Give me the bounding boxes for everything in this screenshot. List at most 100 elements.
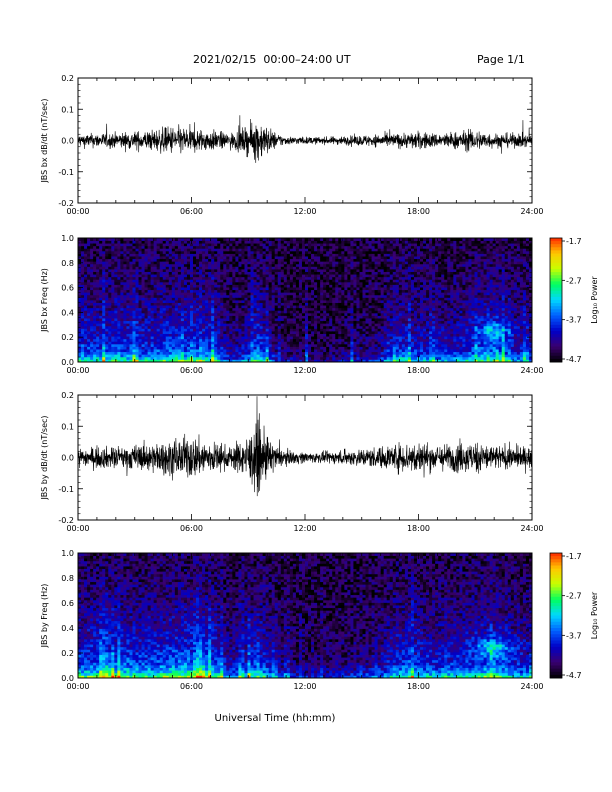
spectrogram-cell	[150, 338, 155, 342]
spectrogram-cell	[280, 333, 285, 337]
spectrogram-cell	[377, 297, 382, 301]
spectrogram-cell	[168, 250, 173, 254]
spectrogram-cell	[135, 256, 139, 260]
spectrogram-cell	[295, 240, 300, 244]
spectrogram-cell	[226, 289, 230, 293]
spectrogram-cell	[159, 250, 164, 254]
spectrogram-cell	[265, 258, 270, 262]
spectrogram-cell	[277, 250, 282, 254]
spectrogram-cell	[256, 343, 260, 347]
spectrogram-cell	[274, 338, 279, 342]
spectrogram-cell	[223, 281, 227, 285]
spectrogram-cell	[383, 328, 388, 332]
spectrogram-cell	[108, 261, 112, 265]
spectrogram-cell	[93, 271, 97, 275]
spectrogram-cell	[308, 274, 312, 278]
spectrogram-cell	[320, 333, 324, 337]
spectrogram-cell	[162, 266, 167, 270]
spectrogram-cell	[214, 310, 218, 314]
spectrogram-cell	[235, 307, 239, 311]
spectrogram-cell	[168, 240, 173, 244]
spectrogram-cell	[102, 253, 106, 257]
spectrogram-cell	[283, 266, 288, 270]
spectrogram-cell	[308, 318, 312, 322]
spectrogram-cell	[344, 269, 348, 272]
spectrogram-cell	[320, 261, 324, 265]
spectrogram-cell	[159, 238, 164, 241]
spectrogram-cell	[235, 351, 239, 355]
spectrogram-cell	[350, 333, 354, 337]
spectrogram-cell	[241, 240, 245, 244]
spectrogram-cell	[214, 343, 218, 347]
spectrogram-cell	[359, 310, 363, 314]
spectrogram-cell	[250, 238, 254, 241]
spectrogram-cell	[359, 305, 363, 309]
spectrogram-cell	[329, 356, 333, 360]
spectrogram-cell	[180, 343, 185, 347]
spectrogram-cell	[329, 281, 333, 285]
spectrogram-cell	[202, 276, 206, 280]
spectrogram-cell	[202, 307, 206, 311]
spectrogram-cell	[271, 240, 276, 244]
spectrogram-cell	[295, 256, 300, 260]
spectrogram-cell	[359, 248, 363, 252]
spectrogram-cell	[102, 310, 106, 314]
spectrogram-cell	[183, 279, 188, 283]
spectrogram-cell	[177, 258, 182, 262]
spectrogram-cell	[326, 346, 330, 350]
spectrogram-cell	[199, 325, 203, 329]
spectrogram-cell	[78, 284, 82, 288]
spectrogram-cell	[105, 318, 109, 322]
spectrogram-cell	[156, 294, 161, 298]
spectrogram-cell	[280, 256, 285, 260]
spectrogram-cell	[102, 356, 106, 360]
spectrogram-cell	[108, 315, 112, 319]
spectrogram-cell	[289, 320, 294, 324]
spectrogram-cell	[147, 269, 152, 272]
spectrogram-cell	[162, 302, 167, 306]
spectrogram-cell	[93, 341, 97, 345]
spectrogram-cell	[308, 354, 312, 358]
spectrogram-cell	[147, 354, 152, 358]
spectrogram-cell	[211, 354, 215, 358]
spectrogram-cell	[153, 274, 158, 278]
spectrogram-cell	[289, 341, 294, 345]
spectrogram-cell	[380, 297, 385, 301]
spectrogram-cell	[220, 341, 224, 345]
spectrogram-cell	[211, 263, 215, 267]
spectrogram-cell	[120, 240, 124, 244]
spectrogram-cell	[244, 323, 248, 327]
spectrogram-cell	[232, 250, 236, 254]
spectrogram-cell	[244, 274, 248, 278]
spectrogram-cell	[268, 261, 273, 265]
spectrogram-cell	[183, 266, 188, 270]
spectrogram-cell	[153, 261, 158, 265]
spectrogram-cell	[186, 359, 191, 363]
spectrogram-cell	[162, 258, 167, 262]
spectrogram-cell	[326, 294, 330, 298]
spectrogram-cell	[314, 261, 318, 265]
spectrogram-cell	[320, 256, 324, 260]
spectrogram-cell	[226, 263, 230, 267]
spectrogram-cell	[362, 269, 366, 272]
spectrogram-cell	[141, 248, 145, 252]
spectrogram-cell	[120, 238, 124, 241]
spectrogram-cell	[144, 318, 149, 322]
spectrogram-cell	[292, 269, 297, 272]
spectrogram-cell	[356, 349, 360, 353]
spectrogram-cell	[211, 258, 215, 262]
spectrogram-cell	[362, 325, 366, 329]
spectrogram-cell	[168, 271, 173, 275]
spectrogram-cell	[96, 271, 100, 275]
spectrogram-cell	[241, 349, 245, 353]
spectrogram-cell	[365, 346, 369, 350]
spectrogram-cell	[347, 297, 351, 301]
spectrogram-cell	[180, 287, 185, 291]
spectrogram-cell	[214, 338, 218, 342]
spectrogram-cell	[311, 354, 315, 358]
spectrogram-cell	[295, 315, 300, 319]
spectrogram-cell	[365, 297, 369, 301]
spectrogram-cell	[129, 258, 133, 262]
spectrogram-cell	[147, 307, 152, 311]
spectrogram-cell	[344, 248, 348, 252]
